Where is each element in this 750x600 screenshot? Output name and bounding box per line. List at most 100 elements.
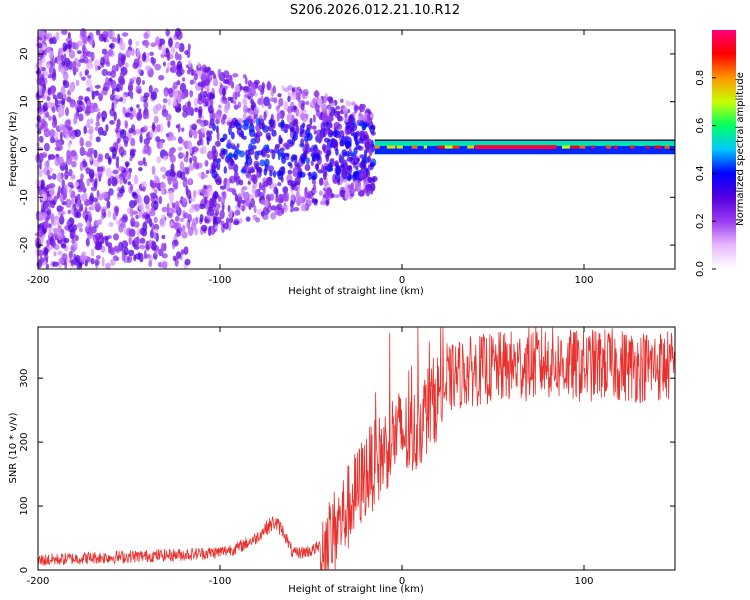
spectrogram-noise-blob — [50, 199, 56, 209]
spectrogram-noise-blob — [229, 178, 232, 183]
spectrogram-noise-blob — [215, 178, 222, 186]
spectrogram-noise-blob — [60, 213, 64, 221]
spectrogram-noise-blob — [139, 244, 146, 250]
spectrogram-noise-blob — [138, 200, 144, 211]
spectrogram-noise-blob — [181, 231, 188, 239]
spectrogram-noise-blob — [73, 241, 78, 251]
spectrogram-noise-blob — [121, 252, 126, 262]
spectrogram-noise-blob — [148, 239, 153, 249]
spectrogram-noise-blob — [104, 152, 110, 160]
spectrogram-noise-blob — [228, 75, 233, 86]
spectrogram-noise-blob — [258, 114, 263, 120]
spectrogram-noise-blob — [84, 51, 90, 57]
spectrogram-noise-blob — [67, 209, 72, 215]
spectrogram-noise-blob — [247, 148, 255, 156]
spectrogram-noise-blob — [65, 133, 70, 140]
spectrogram-noise-blob — [46, 184, 53, 190]
spectrogram-noise-blob — [46, 208, 52, 216]
spectrogram-noise-blob — [60, 54, 64, 61]
spectrogram-noise-blob — [170, 136, 177, 141]
spectrogram-noise-blob — [41, 67, 46, 72]
spectrogram-noise-blob — [114, 87, 119, 92]
spectrogram-noise-blob — [324, 124, 329, 135]
spectrogram-noise-blob — [150, 91, 158, 100]
spectrogram-noise-blob — [110, 70, 117, 78]
spectrogram-noise-blob — [186, 69, 191, 75]
spectrogram-noise-blob — [153, 179, 160, 184]
spectrogram-noise-blob — [62, 191, 66, 201]
spectrogram-noise-blob — [63, 237, 70, 244]
spectrogram-noise-blob — [81, 76, 86, 81]
spectrogram-noise-blob — [174, 222, 182, 232]
spectrogram-noise-blob — [165, 68, 169, 74]
spectrogram-noise-blob — [145, 52, 150, 58]
spectrogram-noise-blob — [89, 118, 94, 125]
spectrogram-noise-blob — [88, 125, 94, 135]
spectrogram-noise-blob — [269, 193, 275, 201]
spectrogram-noise-blob — [141, 80, 146, 85]
spectrogram-noise-blob — [283, 128, 288, 133]
spectrogram-noise-blob — [180, 93, 185, 100]
spectrogram-noise-blob — [208, 105, 214, 114]
spectrogram-noise-blob — [253, 160, 260, 168]
spectrogram-noise-blob — [234, 209, 241, 216]
spectrogram-noise-blob — [266, 80, 271, 91]
spectrogram-y-tick-label: 0 — [19, 146, 30, 152]
spectrogram-noise-blob — [290, 200, 294, 209]
spectrogram-noise-blob — [336, 177, 341, 186]
spectrogram-noise-blob — [100, 57, 105, 66]
spectrogram-band-highlight — [386, 145, 396, 149]
spectrogram-noise-blob — [169, 154, 176, 164]
spectrogram-band-highlight — [411, 145, 418, 149]
spectrogram-noise-blob — [150, 241, 157, 251]
spectrogram-noise-blob — [359, 154, 366, 159]
spectrogram-noise-blob — [143, 112, 150, 120]
spectrogram-noise-blob — [47, 101, 53, 109]
spectrogram-noise-blob — [339, 98, 344, 104]
spectrogram-noise-blob — [67, 32, 71, 39]
spectrogram-noise-blob — [207, 150, 214, 160]
spectrogram-noise-blob — [151, 122, 156, 132]
spectrogram-noise-blob — [222, 191, 227, 200]
spectrogram-noise-blob — [78, 100, 84, 106]
spectrogram-band-highlight — [437, 145, 446, 149]
snr-y-tick-label: 300 — [19, 369, 30, 388]
spectrogram-noise-blob — [84, 260, 88, 267]
spectrogram-noise-blob — [78, 113, 84, 122]
spectrogram-noise-blob — [247, 109, 255, 115]
spectrogram-noise-blob — [316, 96, 323, 106]
spectrogram-noise-blob — [125, 162, 129, 168]
snr-y-tick-label: 100 — [19, 497, 30, 516]
snr-frame — [37, 326, 676, 571]
spectrogram-noise-blob — [53, 195, 58, 203]
spectrogram-noise-blob — [139, 237, 146, 244]
spectrogram-noise-blob — [112, 169, 119, 175]
spectrogram-noise-blob — [137, 160, 144, 166]
spectrogram-noise-blob — [129, 112, 134, 120]
spectrogram-noise-blob — [149, 129, 154, 138]
spectrogram-noise-blob — [54, 131, 59, 142]
spectrogram-noise-blob — [256, 150, 264, 156]
spectrogram-noise-blob — [267, 102, 272, 110]
spectrogram-noise-blob — [328, 96, 334, 104]
snr-x-tick-label: 100 — [574, 576, 593, 587]
spectrogram-noise-blob — [119, 129, 127, 139]
spectrogram-noise-blob — [153, 223, 160, 231]
spectrogram-noise-blob — [168, 212, 173, 219]
spectrogram-noise-blob — [170, 46, 176, 54]
spectrogram-noise-blob — [310, 160, 314, 167]
spectrogram-noise-blob — [101, 257, 105, 267]
spectrogram-noise-blob — [138, 167, 143, 172]
spectrogram-noise-blob — [216, 130, 220, 141]
spectrogram-noise-blob — [179, 82, 187, 93]
spectrogram-noise-blob — [193, 146, 199, 153]
spectrogram-noise-blob — [64, 128, 69, 134]
spectrogram-noise-blob — [89, 156, 93, 162]
spectrogram-noise-blob — [309, 117, 313, 125]
spectrogram-noise-blob — [277, 182, 282, 187]
spectrogram-noise-blob — [75, 211, 82, 219]
spectrogram-band-highlight — [444, 145, 453, 149]
spectrogram-noise-blob — [347, 173, 352, 182]
spectrogram-noise-blob — [339, 189, 346, 198]
spectrogram-noise-blob — [290, 101, 295, 108]
